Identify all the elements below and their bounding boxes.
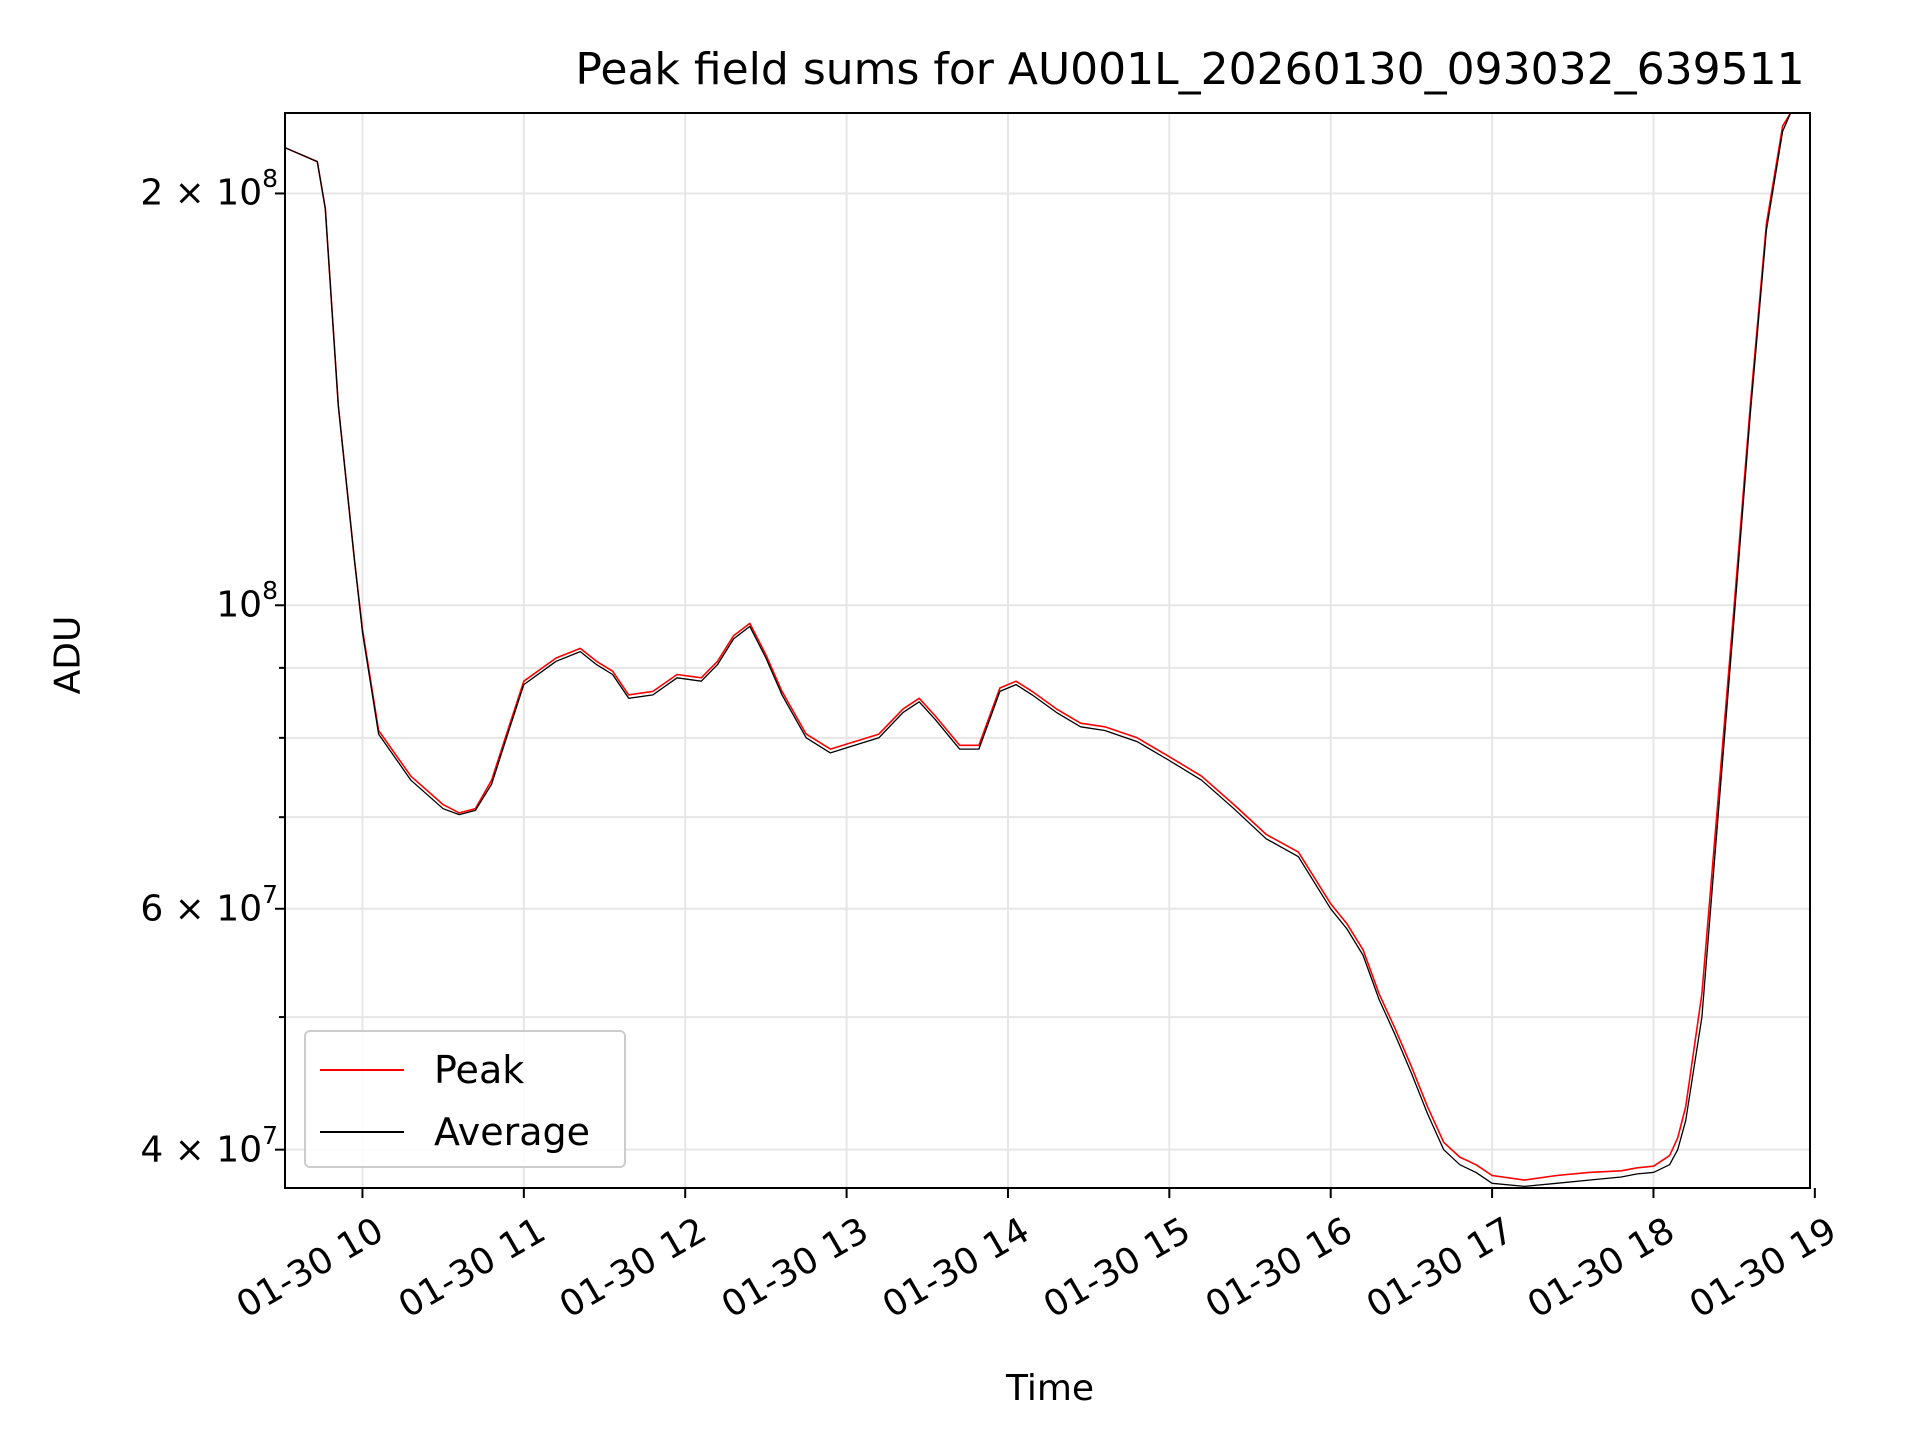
- chart-title: Peak field sums for AU001L_20260130_0930…: [575, 44, 1805, 95]
- legend-item-average: Average: [320, 1110, 591, 1154]
- series-lines: [284, 112, 1810, 1188]
- y-tick-label: 6 × 107: [140, 882, 278, 930]
- x-axis-label: Time: [1005, 1368, 1095, 1409]
- grid: [285, 113, 1810, 1188]
- tick-marks: [275, 192, 1816, 1198]
- y-tick-exponent: 7: [262, 879, 278, 909]
- y-tick-exponent: 7: [262, 1120, 278, 1150]
- series-line-average: [284, 112, 1810, 1188]
- plot-frame: [284, 112, 1811, 1189]
- y-tick-base: 6 × 10: [140, 888, 263, 930]
- y-axis-label: ADU: [47, 615, 89, 695]
- y-tick-label: 108: [216, 578, 278, 626]
- legend: Peak Average: [304, 1030, 626, 1168]
- y-tick-label: 2 × 108: [140, 166, 278, 214]
- y-tick-label: 4 × 107: [140, 1123, 278, 1171]
- legend-swatch-peak: [320, 1069, 404, 1071]
- y-tick-base: 2 × 10: [140, 172, 263, 214]
- legend-item-peak: Peak: [320, 1048, 525, 1092]
- legend-label-peak: Peak: [434, 1048, 525, 1092]
- y-tick-exponent: 8: [262, 164, 278, 194]
- y-tick-exponent: 8: [262, 576, 278, 606]
- legend-swatch-average: [320, 1131, 404, 1133]
- y-tick-base: 10: [216, 584, 263, 626]
- y-tick-base: 4 × 10: [140, 1129, 263, 1171]
- series-line-peak: [284, 112, 1810, 1181]
- legend-label-average: Average: [434, 1110, 591, 1154]
